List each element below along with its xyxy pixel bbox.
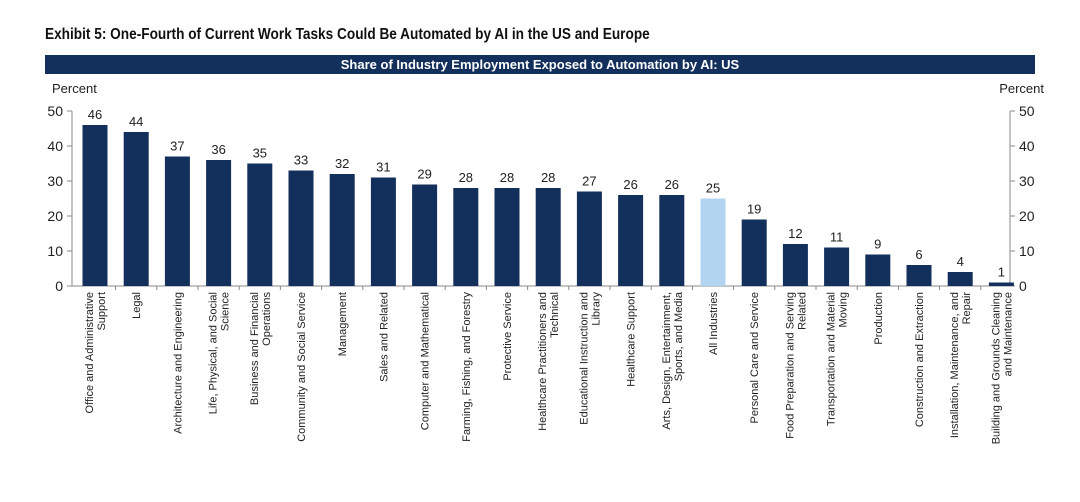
x-tick-label: Protective Service [502, 292, 514, 381]
x-tick-label: Repair [961, 292, 973, 325]
bar [865, 254, 891, 286]
x-tick-label: Office and Administrative [84, 292, 96, 413]
x-tick-label: Transportation and Material [826, 292, 838, 426]
x-tick-label: Construction and Extraction [914, 292, 926, 427]
x-tick-label: Production [873, 292, 885, 345]
y-tick-label-left: 20 [47, 208, 63, 224]
chart-title: Exhibit 5: One-Fourth of Current Work Ta… [45, 26, 650, 43]
x-tick-label: Sales and Related [378, 292, 390, 382]
y-tick-label-right: 0 [1019, 278, 1027, 294]
bar [206, 160, 232, 286]
data-label: 44 [129, 114, 143, 129]
y-tick-label-right: 30 [1019, 173, 1035, 189]
x-tick-label: Support [96, 292, 108, 331]
bar [453, 188, 479, 286]
bar [782, 244, 808, 286]
x-tick-label: Science [220, 292, 232, 331]
data-label: 9 [874, 237, 881, 252]
bar [412, 184, 438, 286]
bar [700, 198, 726, 286]
data-label: 29 [417, 167, 431, 182]
y-axis-label-right: Percent [999, 81, 1044, 96]
bar [247, 163, 273, 286]
bar [576, 191, 602, 286]
data-label: 12 [788, 226, 802, 241]
data-label: 46 [88, 107, 102, 122]
data-label: 27 [582, 174, 596, 189]
data-label: 6 [915, 247, 922, 262]
y-tick-label-left: 10 [47, 243, 63, 259]
y-tick-label-right: 10 [1019, 243, 1035, 259]
x-tick-label: All Industries [708, 292, 720, 355]
y-tick-label-left: 0 [55, 278, 63, 294]
x-tick-label: Related [796, 292, 808, 330]
bar [947, 272, 973, 286]
y-tick-label-left: 30 [47, 173, 63, 189]
x-tick-label: Library [590, 292, 602, 326]
data-label: 36 [211, 142, 225, 157]
data-label: 35 [253, 146, 267, 161]
x-tick-label: Architecture and Engineering [172, 292, 184, 434]
data-label: 26 [623, 177, 637, 192]
bar [824, 247, 850, 286]
bar [329, 174, 355, 286]
x-tick-label: and Maintenance [1002, 292, 1014, 376]
y-tick-label-right: 20 [1019, 208, 1035, 224]
y-tick-label-right: 50 [1019, 103, 1035, 119]
x-tick-label: Technical [549, 292, 561, 338]
data-label: 11 [830, 230, 844, 245]
data-label: 32 [335, 156, 349, 171]
data-label: 37 [170, 139, 184, 154]
x-tick-label: Healthcare Support [626, 292, 638, 387]
x-tick-label: Management [337, 292, 349, 356]
bar [906, 265, 932, 286]
x-tick-label: Sports, and Media [673, 291, 685, 381]
x-tick-label: Arts, Design, Entertainment, [661, 292, 673, 430]
bar [535, 188, 561, 286]
data-label: 26 [665, 177, 679, 192]
x-tick-label: Operations [261, 292, 273, 346]
data-label: 33 [294, 153, 308, 168]
x-tick-label: Educational Instruction and [578, 292, 590, 425]
data-label: 25 [706, 181, 720, 196]
bar [82, 125, 108, 286]
y-tick-label-left: 40 [47, 138, 63, 154]
bar [288, 170, 314, 286]
x-tick-label: Healthcare Practitioners and [537, 292, 549, 431]
chart-subtitle: Share of Industry Employment Exposed to … [45, 55, 1035, 74]
x-tick-label: Moving [838, 292, 850, 327]
x-tick-label: Computer and Mathematical [420, 292, 432, 430]
bar [370, 177, 396, 286]
data-label: 19 [747, 202, 761, 217]
data-label: 4 [957, 254, 964, 269]
bar [988, 282, 1014, 286]
data-label: 31 [376, 160, 390, 175]
x-tick-label: Installation, Maintenance, and [949, 292, 961, 438]
x-tick-label: Legal [131, 292, 143, 319]
data-label: 28 [541, 170, 555, 185]
bar [741, 219, 767, 286]
bar [164, 156, 190, 286]
data-label: 1 [998, 265, 1005, 280]
bar [494, 188, 520, 286]
y-tick-label-right: 40 [1019, 138, 1035, 154]
x-tick-label: Building and Grounds Cleaning [990, 292, 1002, 444]
y-axis-label-left: Percent [52, 81, 97, 96]
bar [618, 195, 644, 286]
bar [659, 195, 685, 286]
x-tick-label: Personal Care and Service [749, 292, 761, 423]
y-tick-label-left: 50 [47, 103, 63, 119]
x-tick-label: Life, Physical, and Social [208, 292, 220, 414]
x-tick-label: Farming, Fishing, and Forestry [461, 292, 473, 442]
data-label: 28 [500, 170, 514, 185]
x-tick-label: Food Preparation and Serving [784, 292, 796, 439]
x-tick-label: Community and Social Service [296, 292, 308, 442]
bar [123, 132, 149, 286]
data-label: 28 [459, 170, 473, 185]
x-tick-label: Business and Financial [249, 292, 261, 405]
